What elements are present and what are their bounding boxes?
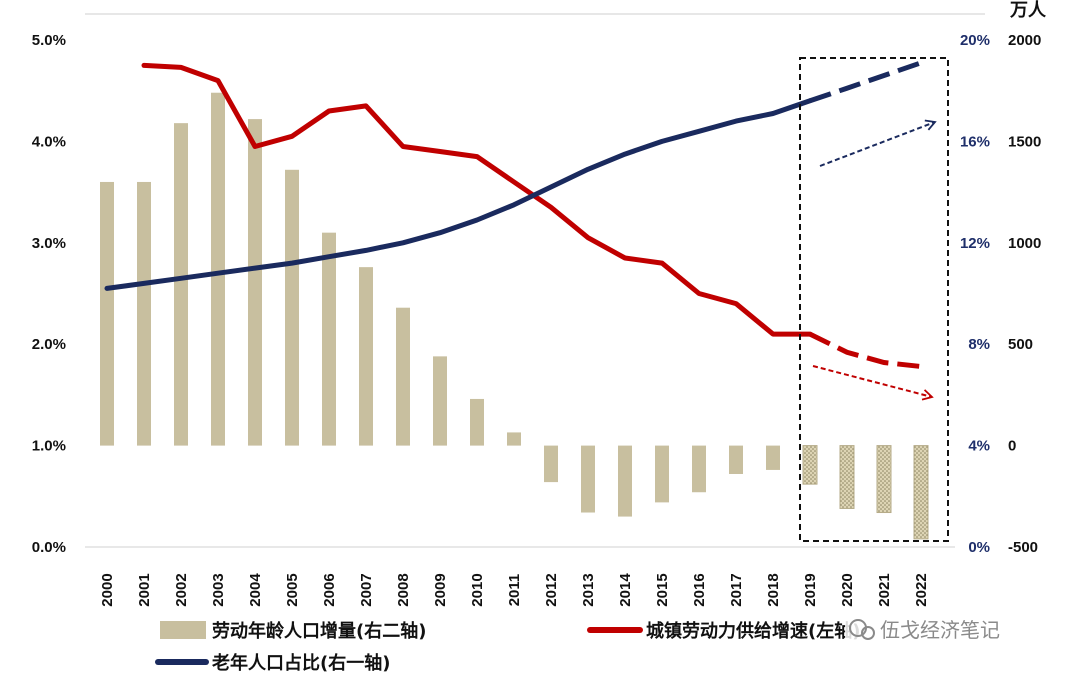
left-axis-tick: 2.0% — [32, 336, 66, 353]
bar-2008 — [396, 307, 410, 446]
bar-2014 — [618, 445, 632, 517]
legend-swatch-labor-increment — [160, 621, 206, 639]
bar-2002 — [174, 123, 188, 446]
x-tick-2014: 2014 — [617, 573, 634, 607]
legend-label-labor-increment: 劳动年龄人口增量(右二轴) — [212, 620, 426, 642]
right-axis-1-tick: 8% — [968, 336, 990, 353]
x-tick-2013: 2013 — [580, 573, 597, 606]
bar-2005 — [285, 169, 299, 446]
bar-2011 — [507, 432, 521, 446]
right-axis-1-tick: 4% — [968, 438, 990, 455]
axes-layer: 0.0% 1.0% 2.0% 3.0% 4.0% 5.0% 0% 4% 8% 12% 16% 20% -… — [32, 0, 1047, 607]
right-axis-2-unit: 万人 — [1009, 0, 1047, 21]
left-axis-tick: 4.0% — [32, 133, 66, 150]
bar-2006 — [322, 232, 336, 446]
x-tick-2009: 2009 — [432, 573, 449, 606]
bar-2016 — [692, 445, 706, 493]
bar-2003 — [211, 92, 225, 446]
left-axis-tick: 0.0% — [32, 539, 66, 556]
bar-2010 — [470, 398, 484, 446]
bar-2001 — [137, 181, 151, 446]
right-axis-1-tick: 0% — [968, 539, 990, 556]
legend-label-labor-supply: 城镇劳动力供给增速(左轴) — [646, 620, 860, 642]
elderly-share-forecast-line — [809, 60, 922, 104]
x-tick-2012: 2012 — [543, 573, 560, 606]
annotation-layer — [799, 57, 949, 542]
right-axis-2-tick: 1500 — [1008, 133, 1041, 150]
left-axis-tick: 1.0% — [32, 438, 66, 455]
right-axis-2-tick: -500 — [1008, 539, 1038, 556]
legend: 劳动年龄人口增量(右二轴) 城镇劳动力供给增速(左轴) 老年人口占比(右一轴) 伍戈经… — [155, 616, 1045, 674]
right-axis-1-tick: 20% — [960, 32, 990, 49]
watermark-backdrop — [845, 616, 1045, 644]
bar-2012 — [544, 445, 558, 483]
x-tick-2006: 2006 — [321, 573, 338, 606]
x-tick-2021: 2021 — [876, 573, 893, 606]
left-axis-tick: 3.0% — [32, 235, 66, 252]
bar-2004 — [248, 119, 262, 446]
watermark: 伍戈经济笔记 — [845, 616, 1045, 644]
bar-2017 — [729, 445, 743, 474]
x-tick-2008: 2008 — [395, 573, 412, 606]
forecast-box — [799, 57, 949, 542]
labor-supply-forecast-line — [808, 331, 922, 369]
left-axis-tick: 5.0% — [32, 32, 66, 49]
labor-supply-line — [141, 62, 813, 337]
x-tick-2001: 2001 — [136, 573, 153, 606]
bar-series-layer — [100, 92, 929, 540]
right-axis-2-tick: 500 — [1008, 336, 1033, 353]
right-axis-2-tick: 0 — [1008, 438, 1016, 455]
x-tick-2020: 2020 — [839, 573, 856, 606]
x-tick-2016: 2016 — [691, 573, 708, 606]
right-axis-2-tick: 2000 — [1008, 32, 1041, 49]
bar-2007 — [359, 267, 373, 446]
x-tick-2004: 2004 — [247, 573, 264, 607]
x-tick-2007: 2007 — [358, 573, 375, 606]
bar-2015 — [655, 445, 669, 503]
bar-2000 — [100, 181, 114, 446]
right-axis-2-tick: 1000 — [1008, 235, 1041, 252]
bar-2020 — [839, 445, 855, 509]
x-tick-2011: 2011 — [506, 574, 523, 607]
bar-2021 — [876, 445, 892, 514]
trend-down-arrow — [812, 365, 934, 401]
x-tick-2005: 2005 — [284, 573, 301, 606]
x-tick-2022: 2022 — [913, 573, 930, 606]
bar-2019 — [802, 445, 818, 485]
bar-2022 — [913, 445, 929, 540]
bar-2009 — [433, 356, 447, 446]
bar-2018 — [766, 445, 780, 470]
right-axis-1-tick: 12% — [960, 235, 990, 252]
bar-2013 — [581, 445, 595, 513]
x-tick-2017: 2017 — [728, 573, 745, 606]
x-tick-2003: 2003 — [210, 573, 227, 606]
x-tick-2019: 2019 — [802, 573, 819, 606]
wechat-icon-bubble — [861, 626, 875, 640]
line-series-layer — [104, 60, 922, 369]
watermark-text: 伍戈经济笔记 — [880, 618, 1000, 642]
trend-up-arrow — [819, 119, 937, 167]
x-tick-2015: 2015 — [654, 573, 671, 606]
x-tick-2010: 2010 — [469, 573, 486, 606]
x-tick-2002: 2002 — [173, 573, 190, 606]
elderly-share-line — [104, 98, 813, 291]
legend-label-elderly-share: 老年人口占比(右一轴) — [212, 652, 390, 674]
right-axis-1-tick: 16% — [960, 133, 990, 150]
x-tick-2000: 2000 — [99, 573, 116, 606]
x-tick-2018: 2018 — [765, 573, 782, 606]
